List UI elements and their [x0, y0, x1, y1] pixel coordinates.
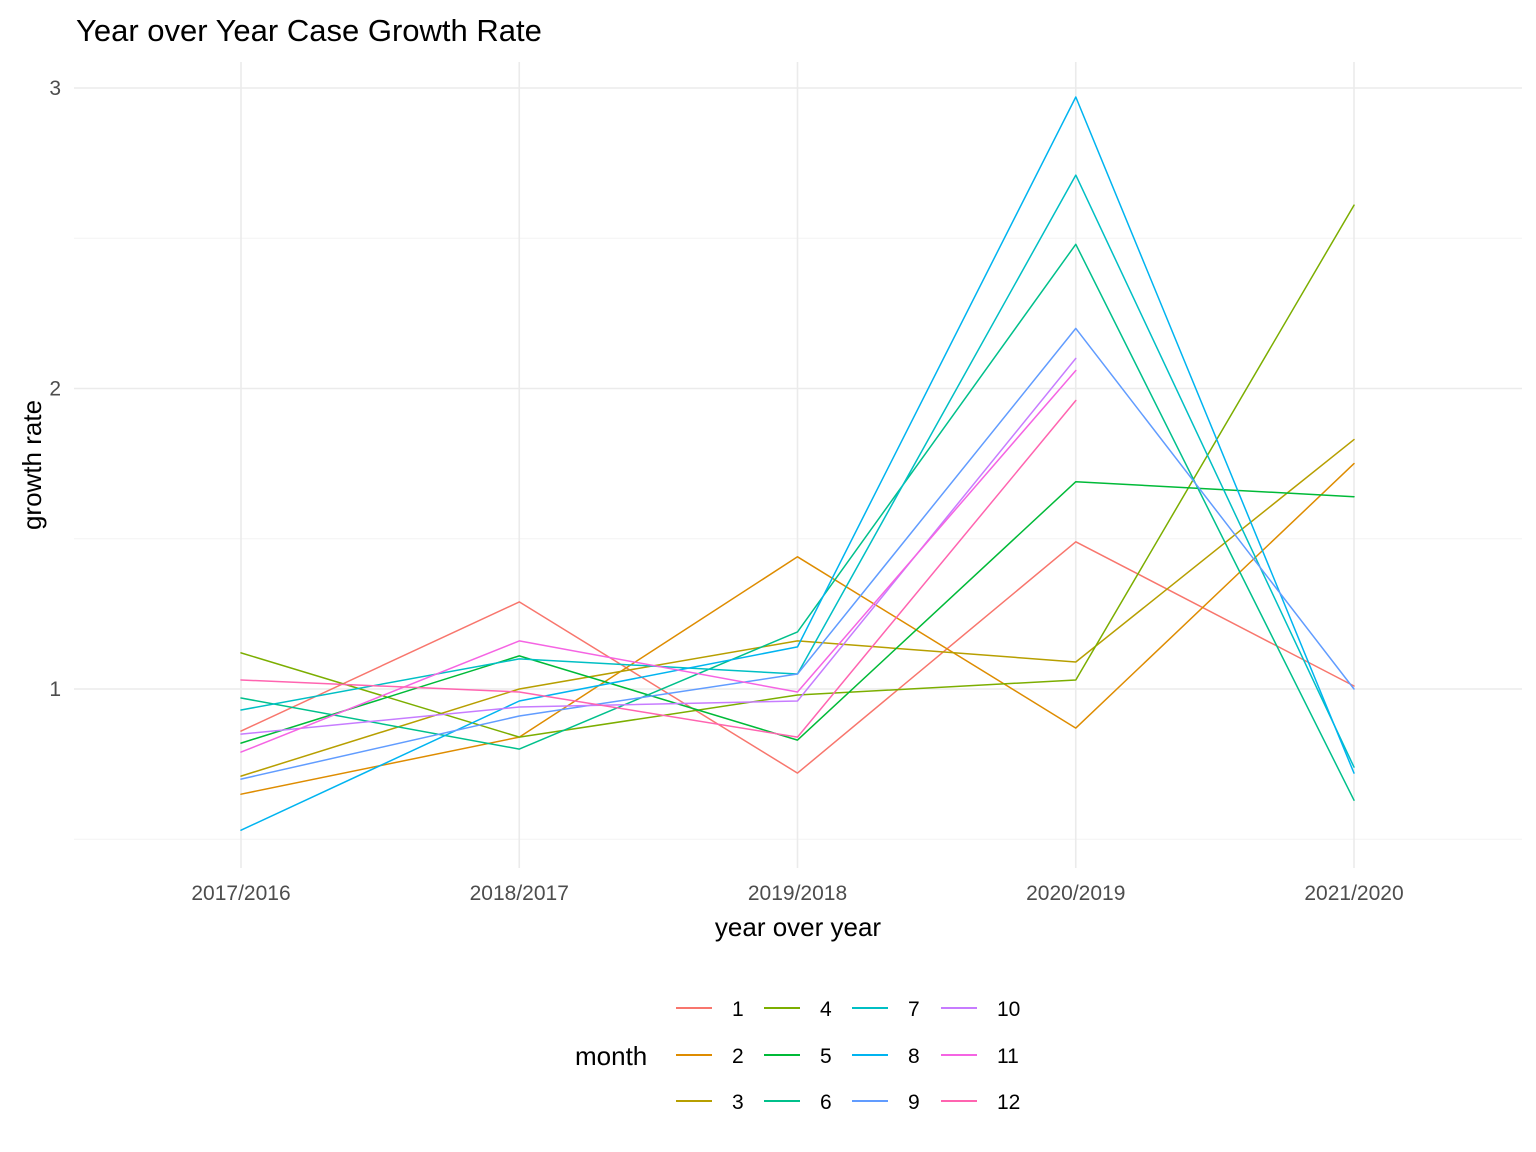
- y-tick-label: 3: [49, 77, 61, 100]
- series-line-month-10: [240, 357, 1077, 735]
- y-tick-label: 2: [49, 378, 61, 401]
- legend-label-month-1: 1: [732, 998, 744, 1021]
- x-axis-title: year over year: [715, 912, 882, 942]
- chart-title: Year over Year Case Growth Rate: [76, 13, 542, 48]
- x-tick-label: 2021/2020: [1304, 882, 1403, 905]
- series-line-month-12: [240, 399, 1077, 738]
- x-axis-ticks: 2017/2016 2018/2017 2019/2018 2020/2019 2021…: [191, 882, 1403, 905]
- series-line-month-5: [240, 480, 1355, 744]
- legend-label-month-11: 11: [997, 1045, 1019, 1068]
- series-line-month-2: [240, 462, 1355, 795]
- legend-label-month-7: 7: [908, 998, 920, 1021]
- series-line-month-1: [240, 541, 1355, 774]
- legend-label-month-10: 10: [997, 998, 1020, 1021]
- x-tick-label: 2018/2017: [470, 882, 569, 905]
- legend-label-month-3: 3: [732, 1091, 744, 1114]
- grid: [74, 62, 1522, 868]
- legend-label-month-12: 12: [997, 1091, 1020, 1114]
- legend-label-month-2: 2: [732, 1045, 744, 1068]
- legend-label-month-6: 6: [820, 1091, 832, 1114]
- y-axis-title: growth rate: [17, 400, 47, 530]
- x-tick-label: 2019/2018: [748, 882, 847, 905]
- legend-label-month-5: 5: [820, 1045, 832, 1068]
- series-lines: [240, 96, 1355, 831]
- series-line-month-3: [240, 438, 1355, 777]
- series-line-month-6: [240, 243, 1355, 801]
- series-line-month-11: [240, 369, 1077, 753]
- legend-title: month: [575, 1041, 647, 1071]
- x-tick-label: 2020/2019: [1026, 882, 1125, 905]
- series-line-month-9: [240, 327, 1355, 780]
- series-line-month-4: [240, 204, 1355, 738]
- y-tick-label: 1: [49, 678, 61, 701]
- x-tick-label: 2017/2016: [191, 882, 290, 905]
- legend-label-month-8: 8: [908, 1045, 920, 1068]
- legend-label-month-9: 9: [908, 1091, 920, 1114]
- y-axis-ticks: 1 2 3: [49, 77, 61, 701]
- series-line-month-8: [240, 96, 1355, 831]
- legend-label-month-4: 4: [820, 998, 832, 1021]
